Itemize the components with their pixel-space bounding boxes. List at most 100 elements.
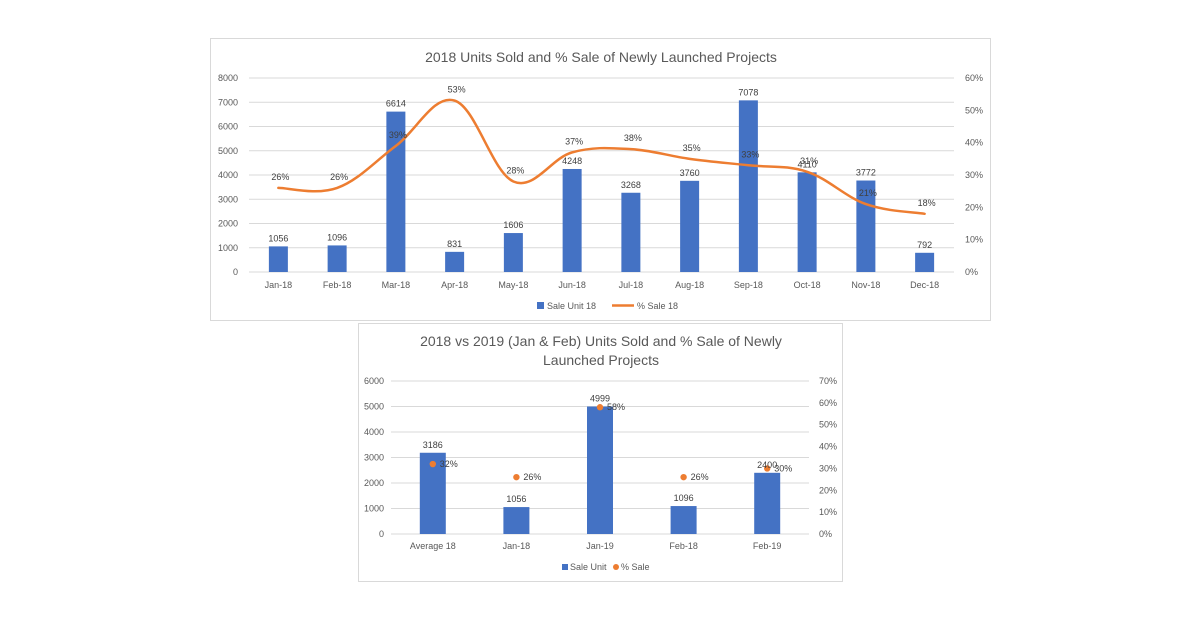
line-value-label: 53% (448, 85, 466, 95)
line-value-label: 28% (506, 165, 524, 175)
bar-value-label: 3760 (680, 168, 700, 178)
y-right-tick: 60% (965, 73, 983, 83)
line-value-label: 39% (389, 130, 407, 140)
x-tick-label: Jan-18 (265, 280, 293, 290)
point-value-label: 58% (607, 402, 625, 412)
y-left-tick: 0 (379, 529, 384, 539)
y-right-tick: 50% (819, 420, 837, 430)
y-left-tick: 4000 (364, 427, 384, 437)
y-right-tick: 30% (819, 463, 837, 473)
y-left-tick: 5000 (218, 146, 238, 156)
pct-sale-point (429, 460, 436, 468)
bar (915, 252, 935, 272)
line-value-label: 33% (741, 149, 759, 159)
legend-label-line: % Sale 18 (637, 301, 678, 311)
chart2-title-line2: Launched Projects (543, 352, 659, 368)
y-left-tick: 0 (233, 267, 238, 277)
pct-sale-point (680, 473, 687, 481)
y-left-tick: 6000 (218, 122, 238, 132)
bar-value-label: 1096 (327, 232, 347, 242)
x-tick-label: Average 18 (410, 541, 456, 551)
bar-value-label: 4248 (562, 156, 582, 166)
line-value-label: 26% (330, 172, 348, 182)
bar-value-label: 4999 (590, 394, 610, 404)
point-value-label: 26% (523, 472, 541, 482)
pct-sale-point (513, 473, 520, 481)
legend-swatch-bar (562, 564, 568, 570)
pct-sale-point (764, 465, 771, 472)
line-value-label: 35% (683, 143, 701, 153)
bar-value-label: 4110 (797, 159, 816, 169)
point-value-label: 30% (774, 463, 792, 473)
y-left-tick: 3000 (364, 453, 384, 463)
bar (327, 245, 347, 272)
bar (562, 168, 582, 272)
x-tick-label: Oct-18 (794, 280, 821, 290)
x-tick-label: Jul-18 (619, 280, 644, 290)
y-right-tick: 10% (819, 507, 837, 517)
y-right-tick: 0% (965, 267, 978, 277)
line-value-label: 38% (624, 133, 642, 143)
bar (754, 472, 781, 534)
x-tick-label: Mar-18 (382, 280, 411, 290)
bar (386, 111, 406, 272)
x-tick-label: May-18 (498, 280, 528, 290)
bar (268, 246, 288, 272)
y-right-tick: 20% (965, 202, 983, 212)
point-value-label: 26% (691, 472, 709, 482)
x-tick-label: Jan-18 (503, 541, 531, 551)
y-left-tick: 7000 (218, 97, 238, 107)
line-value-label: 31% (800, 156, 818, 166)
y-right-tick: 60% (819, 398, 837, 408)
y-right-tick: 10% (965, 235, 983, 245)
bar (445, 251, 465, 272)
x-tick-label: Apr-18 (441, 280, 468, 290)
bar (797, 172, 817, 272)
pct-sale-point (596, 404, 604, 411)
y-right-tick: 40% (965, 138, 983, 148)
chart1-svg: 2018 Units Sold and % Sale of Newly Laun… (218, 49, 983, 311)
bar-value-label: 792 (917, 240, 932, 250)
bar-value-label: 3186 (423, 440, 443, 450)
bar-value-label: 2400 (757, 460, 777, 470)
y-left-tick: 6000 (364, 376, 384, 386)
chart-2018-units-sold: 2018 Units Sold and % Sale of Newly Laun… (210, 38, 991, 321)
bar (670, 506, 697, 534)
y-left-tick: 1000 (218, 243, 238, 253)
x-tick-label: Jan-19 (586, 541, 614, 551)
bar (587, 406, 613, 534)
x-tick-label: Dec-18 (910, 280, 939, 290)
chart2-svg: 2018 vs 2019 (Jan & Feb) Units Sold and … (364, 333, 837, 572)
line-value-label: 26% (271, 172, 289, 182)
pct-sale-line (277, 98, 926, 216)
chart-2018-vs-2019: 2018 vs 2019 (Jan & Feb) Units Sold and … (358, 323, 843, 582)
legend-swatch-point (613, 564, 619, 570)
bar (621, 192, 641, 272)
x-tick-label: Aug-18 (675, 280, 704, 290)
legend-label-point: % Sale (621, 562, 650, 572)
y-left-tick: 1000 (364, 504, 384, 514)
y-left-tick: 4000 (218, 170, 238, 180)
y-right-tick: 20% (819, 485, 837, 495)
x-tick-label: Sep-18 (734, 280, 763, 290)
y-left-tick: 8000 (218, 73, 238, 83)
chart2-title-line1: 2018 vs 2019 (Jan & Feb) Units Sold and … (420, 333, 782, 349)
x-tick-label: Nov-18 (851, 280, 880, 290)
bar (680, 180, 700, 272)
bar-value-label: 831 (447, 239, 462, 249)
legend-label-bar: Sale Unit (570, 562, 607, 572)
bar-value-label: 6614 (386, 99, 406, 109)
bar-value-label: 7078 (738, 87, 758, 97)
y-right-tick: 40% (819, 442, 837, 452)
bar (503, 233, 523, 272)
legend-label-bar: Sale Unit 18 (547, 301, 596, 311)
y-left-tick: 5000 (364, 402, 384, 412)
bar (503, 507, 530, 534)
bar (738, 100, 758, 272)
bar-value-label: 1056 (268, 233, 288, 243)
bar-value-label: 3268 (621, 180, 641, 190)
y-right-tick: 30% (965, 170, 983, 180)
bar-value-label: 1096 (674, 493, 694, 503)
bar-value-label: 1606 (503, 220, 523, 230)
bar-value-label: 3772 (856, 168, 876, 178)
